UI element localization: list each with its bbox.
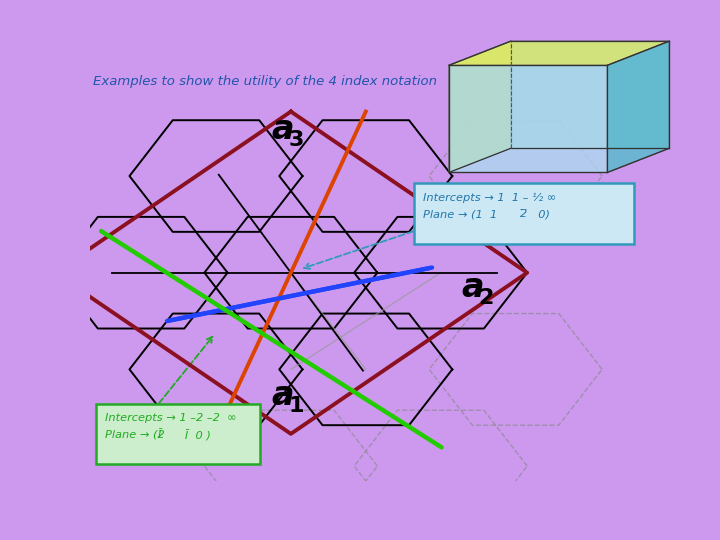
Polygon shape — [449, 41, 510, 172]
Text: Plane → (1  1: Plane → (1 1 — [423, 210, 505, 219]
Text: Intercepts → 1  1 – ½ ∞: Intercepts → 1 1 – ½ ∞ — [423, 193, 557, 203]
Text: a: a — [271, 113, 294, 146]
Text: 2: 2 — [479, 288, 494, 308]
Polygon shape — [607, 41, 670, 172]
Text: Plane → (2: Plane → (2 — [105, 430, 172, 440]
Text: Examples to show the utility of the 4 index notation: Examples to show the utility of the 4 in… — [93, 75, 437, 88]
Text: 0): 0) — [531, 210, 550, 219]
FancyBboxPatch shape — [96, 404, 260, 464]
Polygon shape — [510, 41, 670, 148]
Polygon shape — [449, 41, 670, 65]
Text: Intercepts → 1 –2 –2  ∞: Intercepts → 1 –2 –2 ∞ — [105, 413, 237, 423]
Text: 3: 3 — [289, 130, 304, 150]
FancyBboxPatch shape — [413, 183, 634, 244]
Text: Ī  0 ): Ī 0 ) — [174, 430, 210, 441]
Text: Ī: Ī — [158, 430, 161, 440]
Text: 2̅: 2̅ — [520, 210, 527, 219]
Polygon shape — [449, 65, 607, 172]
Text: a: a — [461, 271, 484, 304]
Text: a: a — [271, 379, 294, 412]
Text: 1: 1 — [289, 396, 305, 416]
